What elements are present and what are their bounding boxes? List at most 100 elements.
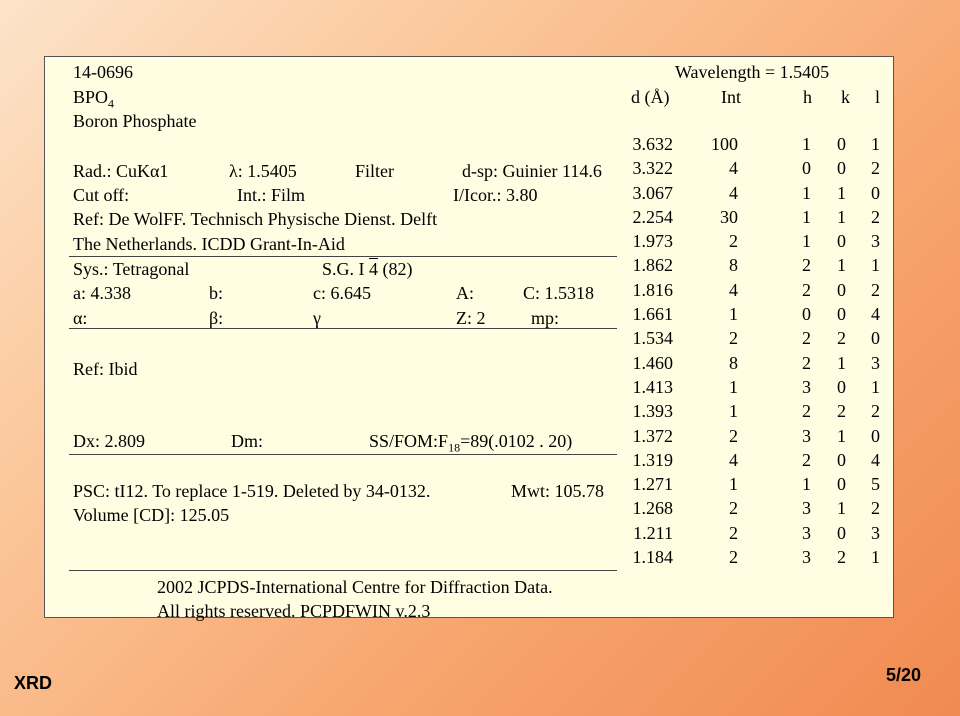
angle-gamma: γ: [313, 308, 321, 328]
reference-ibid: Ref: Ibid: [73, 359, 138, 379]
footer-label: XRD: [14, 673, 53, 693]
peak-d: 1.460: [632, 352, 674, 373]
peak-row: 3.067 4 1 1 0: [625, 181, 885, 205]
angle-beta: β:: [209, 308, 224, 328]
copyright-line-1: 2002 JCPDS-International Centre for Diff…: [157, 577, 553, 597]
peak-l: 3: [871, 231, 880, 252]
peak-l: 0: [871, 425, 880, 446]
compound-name: Boron Phosphate: [73, 111, 197, 131]
divider: [69, 328, 617, 329]
peak-l: 4: [871, 304, 880, 325]
peak-h: 2: [802, 352, 811, 373]
cell-volume: Volume [CD]: 125.05: [73, 505, 230, 525]
peak-d: 3.067: [632, 182, 674, 203]
peak-k: 2: [837, 401, 846, 422]
peak-l: 3: [871, 352, 880, 373]
peak-l: 2: [871, 498, 880, 519]
ratio-a: A:: [456, 283, 474, 303]
peak-d: 1.413: [632, 376, 674, 397]
peak-h: 3: [802, 522, 811, 543]
peak-k: 1: [837, 182, 846, 203]
peak-l: 1: [871, 134, 880, 154]
peak-d: 1.816: [632, 279, 674, 300]
peak-d: 1.271: [632, 474, 674, 495]
dsp: d-sp: Guinier 114.6: [462, 161, 602, 181]
peak-int: 2: [729, 498, 738, 519]
radiation: Rad.: CuKα1: [73, 161, 169, 181]
cell-a: a: 4.338: [73, 283, 131, 303]
divider: [69, 454, 617, 455]
reference-line-1: Ref: De WolFF. Technisch Physische Diens…: [73, 209, 438, 229]
peak-k: 2: [837, 547, 846, 568]
peak-row: 1.816 4 2 0 2: [625, 278, 885, 302]
peak-k: 0: [837, 474, 846, 495]
crystal-system: Sys.: Tetragonal: [73, 259, 190, 279]
psc-note: PSC: tI12. To replace 1-519. Deleted by …: [73, 481, 431, 501]
peak-int: 1: [729, 401, 738, 422]
peak-int: 4: [729, 182, 738, 203]
peak-l: 0: [871, 182, 880, 203]
peak-d: 1.372: [632, 425, 674, 446]
ss-fom: SS/FOM:F18=89(.0102 . 20): [369, 431, 573, 455]
z-value: Z: 2: [456, 308, 486, 328]
lambda: λ: 1.5405: [229, 161, 297, 181]
peak-h: 1: [802, 182, 811, 203]
peak-int: 2: [729, 231, 738, 252]
peak-h: 2: [802, 449, 811, 470]
peak-int: 4: [729, 158, 738, 179]
col-header-l: l: [875, 87, 881, 107]
col-header-d: d (Å): [631, 87, 670, 107]
peak-k: 0: [837, 134, 846, 154]
peak-int: 4: [729, 279, 738, 300]
peak-d: 1.211: [633, 522, 673, 543]
peak-int: 2: [729, 522, 738, 543]
peak-k: 1: [837, 255, 846, 276]
peak-d: 1.973: [632, 231, 674, 252]
divider: [69, 256, 617, 257]
peak-row: 1.534 2 2 2 0: [625, 326, 885, 350]
copyright-line-2: All rights reserved. PCPDFWIN v.2.3: [157, 601, 431, 621]
peak-l: 2: [871, 401, 880, 422]
icor: I/Icor.: 3.80: [453, 185, 538, 205]
peak-k: 0: [837, 304, 846, 325]
peak-k: 0: [837, 279, 846, 300]
melting-point: mp:: [531, 308, 560, 328]
peak-int: 2: [729, 328, 738, 349]
peak-d: 1.184: [632, 547, 674, 568]
peak-row: 1.372 2 3 1 0: [625, 424, 885, 448]
peak-row: 1.319 4 2 0 4: [625, 448, 885, 472]
peak-int: 1: [729, 304, 738, 325]
peak-l: 4: [871, 449, 880, 470]
peak-row: 1.413 1 3 0 1: [625, 375, 885, 399]
peak-l: 2: [871, 158, 880, 179]
peak-h: 0: [802, 304, 811, 325]
peak-l: 2: [871, 279, 880, 300]
reference-line-2: The Netherlands. ICDD Grant-In-Aid: [73, 234, 345, 254]
peak-row: 1.460 8 2 1 3: [625, 351, 885, 375]
peak-row: 3.632 100 1 0 1: [625, 132, 885, 156]
peak-k: 0: [837, 158, 846, 179]
cell-b: b:: [209, 283, 224, 303]
peak-k: 0: [837, 522, 846, 543]
peak-k: 0: [837, 376, 846, 397]
peak-int: 4: [729, 449, 738, 470]
peak-d: 1.862: [632, 255, 674, 276]
peak-int: 8: [729, 255, 738, 276]
peak-row: 1.661 1 0 0 4: [625, 302, 885, 326]
peak-l: 1: [871, 255, 880, 276]
peak-h: 0: [802, 158, 811, 179]
peak-h: 3: [802, 425, 811, 446]
peak-k: 2: [837, 328, 846, 349]
peak-l: 1: [871, 547, 880, 568]
intensity-method: Int.: Film: [237, 185, 306, 205]
peak-h: 1: [802, 231, 811, 252]
divider: [69, 570, 617, 571]
peak-h: 2: [802, 401, 811, 422]
peak-d: 1.319: [632, 449, 674, 470]
filter: Filter: [355, 161, 394, 181]
peak-row: 1.271 1 1 0 5: [625, 472, 885, 496]
pdf-card: 14-0696 Wavelength = 1.5405 BPO4 Boron P…: [44, 56, 894, 621]
peak-d: 3.632: [632, 134, 674, 154]
density-m: Dm:: [231, 431, 264, 451]
peak-d: 1.534: [632, 328, 674, 349]
